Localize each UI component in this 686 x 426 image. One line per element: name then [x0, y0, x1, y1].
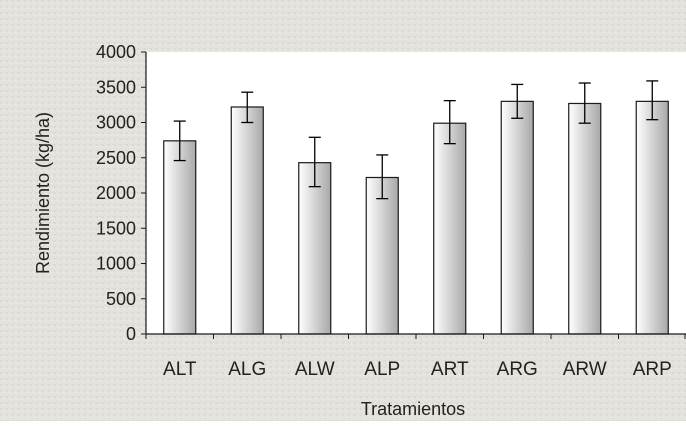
- error-bar-arw: [578, 82, 591, 124]
- plot-area: [146, 52, 686, 334]
- bar-alp: [365, 176, 399, 335]
- y-tick-label-500: 500: [106, 289, 136, 309]
- tick-labels-layer: ALT ALG ALW ALP ART ARG ARW ARP 0 500 1000 1500 2000…: [96, 42, 672, 380]
- y-tick-label-3000: 3000: [96, 113, 136, 133]
- y-tick-label-1000: 1000: [96, 254, 136, 274]
- x-tick-label-arp: ARP: [633, 359, 672, 380]
- bar-arw: [568, 102, 602, 335]
- x-tick-label-alw: ALW: [295, 359, 335, 380]
- error-bar-art: [443, 99, 456, 145]
- error-bar-alg: [241, 91, 254, 124]
- error-bar-alt: [173, 120, 186, 162]
- y-axis-label: Rendimiento (kg/ha): [33, 112, 53, 274]
- bar-alt: [163, 140, 197, 335]
- error-bar-alp: [376, 154, 389, 200]
- axes-layer: [141, 51, 686, 339]
- y-tick-label-0: 0: [126, 324, 136, 344]
- x-tick-label-arw: ARW: [563, 359, 607, 380]
- y-tick-label-2500: 2500: [96, 148, 136, 168]
- bars-layer: [163, 100, 669, 335]
- error-bar-arp: [646, 80, 659, 121]
- y-tick-label-1500: 1500: [96, 218, 136, 238]
- bar-arg: [500, 100, 534, 335]
- x-tick-label-alp: ALP: [364, 359, 400, 380]
- x-tick-label-art: ART: [431, 359, 469, 380]
- y-tick-label-4000: 4000: [96, 42, 136, 62]
- bar-arp: [635, 100, 669, 335]
- y-tick-label-3500: 3500: [96, 77, 136, 97]
- error-bars-layer: [173, 80, 659, 200]
- x-tick-label-arg: ARG: [497, 359, 538, 380]
- x-tick-label-alg: ALG: [228, 359, 266, 380]
- bar-alw: [298, 162, 332, 335]
- bar-alg: [230, 106, 264, 335]
- error-bar-arg: [511, 83, 524, 119]
- error-bar-alw: [308, 136, 321, 188]
- x-tick-label-alt: ALT: [163, 359, 197, 380]
- x-axis-label: Tratamientos: [361, 399, 465, 419]
- y-tick-label-2000: 2000: [96, 183, 136, 203]
- bar-art: [433, 122, 467, 335]
